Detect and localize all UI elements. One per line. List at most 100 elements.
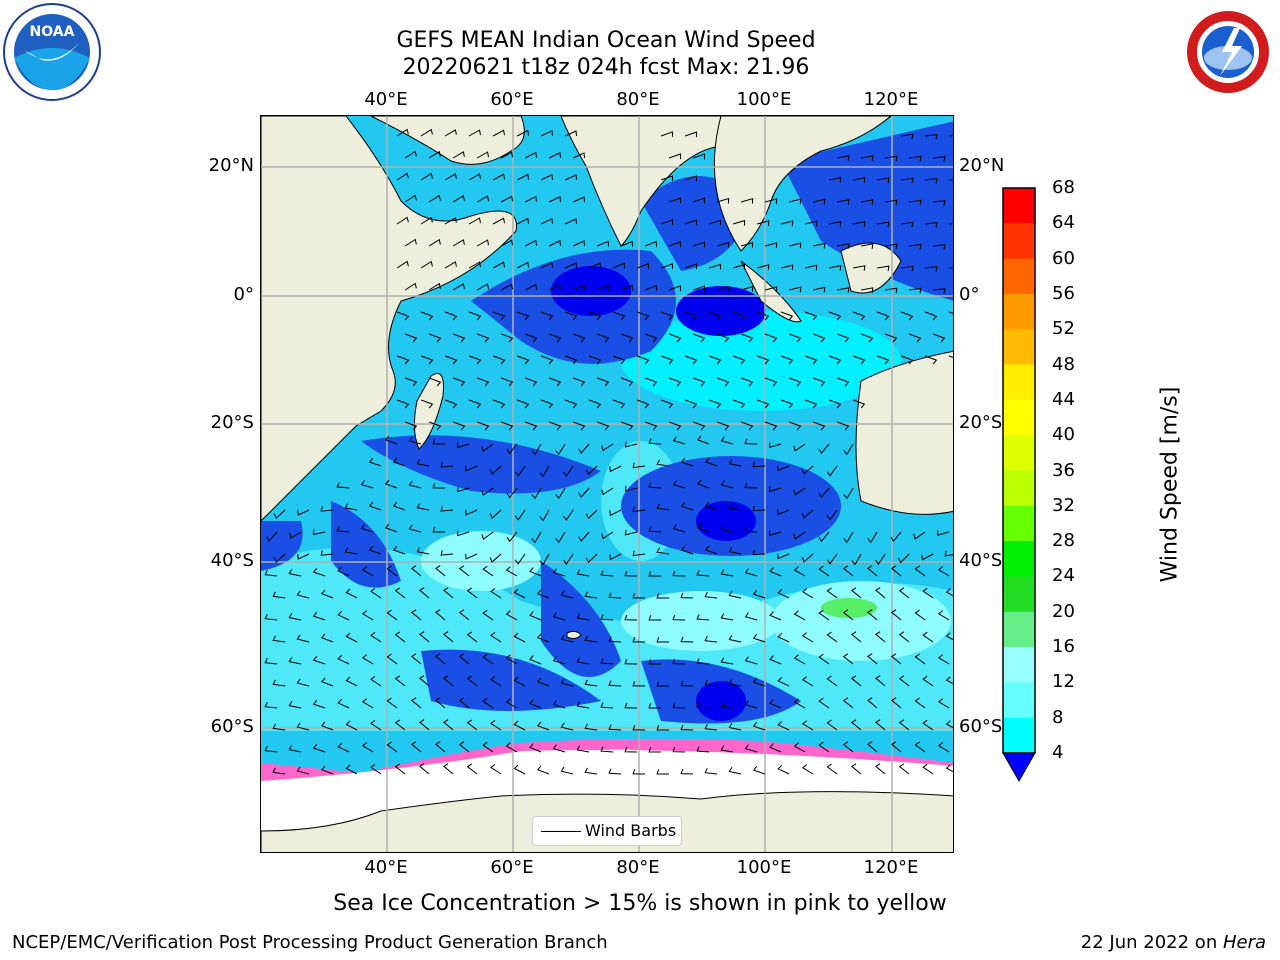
wind-barb (692, 153, 706, 160)
wind-barb (769, 699, 782, 709)
wind-barb (728, 459, 742, 467)
wind-barb (560, 766, 574, 775)
wind-barb (529, 567, 542, 577)
wind-barb (612, 355, 626, 365)
wind-barb (744, 612, 758, 621)
wind-barb (272, 591, 286, 599)
wind-barb (696, 658, 710, 665)
wind-barb (752, 549, 766, 556)
wind-barb (428, 238, 441, 247)
wind-barb (732, 399, 746, 409)
wind-barb (443, 675, 454, 687)
wind-barb (793, 654, 806, 665)
wind-barb (788, 421, 802, 431)
wind-barb (945, 720, 953, 729)
wind-barb (552, 744, 566, 753)
wind-barb (524, 421, 538, 431)
wind-barb (392, 501, 406, 511)
wind-barb (936, 530, 950, 536)
wind-barb (370, 632, 382, 643)
wind-barb (692, 285, 706, 292)
wind-barb (826, 719, 838, 731)
wind-barb (744, 438, 758, 445)
wind-barb (720, 524, 734, 533)
wind-barb (563, 509, 574, 521)
wind-barb (572, 240, 585, 247)
wind-barb (620, 240, 633, 247)
wind-barb (416, 459, 430, 467)
wind-barb (818, 609, 830, 621)
wind-barb (720, 657, 734, 665)
wind-barb (632, 506, 646, 513)
wind-barb (867, 531, 878, 544)
wind-barb (740, 198, 754, 204)
wind-barb (500, 239, 513, 247)
wind-barb (489, 509, 502, 519)
wind-barb (684, 131, 698, 138)
wind-barb (476, 421, 490, 431)
wind-barb (524, 333, 538, 343)
wind-barb (588, 311, 602, 321)
wind-barb (466, 631, 478, 643)
wind-barb (922, 587, 934, 599)
colorbar-tick: 28 (1052, 530, 1075, 552)
wind-barb (804, 220, 818, 227)
wind-barb (457, 486, 470, 493)
wind-barb (828, 220, 842, 227)
wind-barb (560, 678, 574, 687)
wind-barb (826, 587, 838, 599)
footer-credit: NCEP/EMC/Verification Post Processing Pr… (12, 932, 608, 953)
wind-barb (588, 355, 602, 365)
wind-barb (752, 589, 766, 599)
wind-barb (536, 677, 550, 687)
wind-barb (468, 399, 482, 409)
wind-barb (890, 531, 902, 543)
wind-barb (552, 700, 566, 709)
wind-barb (752, 677, 766, 687)
wind-barb (458, 565, 470, 577)
lat-tick-left: 20°S (210, 412, 254, 433)
wind-barb (360, 480, 374, 489)
wind-barb (600, 702, 614, 709)
wind-barb (465, 465, 478, 472)
wind-barb (708, 219, 722, 226)
wind-barb (925, 222, 938, 228)
wind-barb (505, 566, 518, 577)
wind-barb (945, 588, 953, 597)
wind-barb (890, 609, 902, 621)
wind-barb (536, 633, 550, 643)
wind-barb (600, 614, 614, 621)
colorbar-cell (1003, 682, 1035, 719)
wind-barb (692, 241, 706, 248)
wind-barb (336, 482, 350, 489)
colorbar-tick: 52 (1052, 318, 1075, 340)
wind-barb (548, 333, 562, 343)
colorbar-cell (1003, 505, 1035, 542)
wind-barb (818, 741, 830, 753)
wind-barb (345, 676, 358, 687)
wind-barb (540, 173, 553, 181)
wind-barb (828, 311, 842, 321)
wind-barb (539, 465, 550, 478)
wind-barb (419, 631, 430, 643)
wind-barb (428, 333, 442, 343)
wind-barb (513, 764, 526, 775)
wind-barb (853, 177, 866, 183)
wind-barb (500, 195, 513, 203)
wind-barb (500, 421, 514, 431)
wind-barb (708, 311, 722, 321)
wind-barb (740, 421, 754, 431)
wind-barb (801, 764, 814, 775)
wind-barb (728, 766, 742, 775)
wind-barb (489, 553, 502, 563)
wind-barb (404, 377, 418, 387)
wind-barb (890, 697, 902, 709)
wind-barb (672, 702, 686, 709)
wind-barb (842, 565, 854, 577)
wind-barb (668, 377, 682, 387)
wind-barb (914, 609, 926, 621)
wind-barb (732, 355, 746, 365)
wind-barb (692, 421, 706, 431)
wind-barb (696, 435, 710, 445)
wind-barb (656, 459, 670, 467)
